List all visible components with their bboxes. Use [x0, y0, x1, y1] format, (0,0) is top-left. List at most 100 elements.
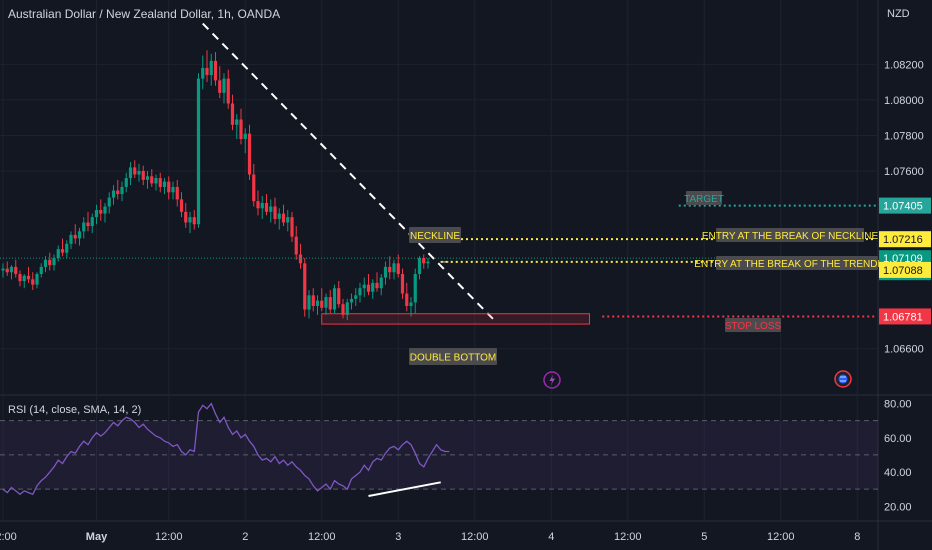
candle: [116, 179, 120, 200]
candle-body: [77, 231, 82, 239]
economic-event-icon[interactable]: [834, 370, 852, 388]
candle: [175, 179, 179, 207]
candle-body: [422, 258, 426, 264]
candle: [39, 263, 43, 278]
candle-body: [290, 217, 294, 237]
candle: [354, 288, 358, 306]
candle-body: [18, 273, 22, 282]
candle: [426, 258, 430, 269]
candle: [315, 295, 320, 315]
neckline-label: NECKLINE: [409, 227, 461, 243]
time-tick-label: 12:00: [155, 531, 183, 543]
candle-body: [116, 190, 120, 195]
candlestick-series: [1, 50, 430, 321]
candle-body: [150, 176, 154, 184]
entry-trendline-price-tag-bg: [879, 261, 931, 278]
candle-body: [213, 60, 218, 81]
candle: [43, 256, 48, 273]
candle-body: [222, 78, 226, 93]
candle: [150, 169, 154, 187]
candle-body: [328, 297, 332, 310]
candle: [320, 288, 324, 312]
time-tick-label: 8: [854, 531, 860, 543]
candle: [184, 202, 188, 228]
candle: [52, 254, 56, 271]
candle-body: [226, 78, 230, 104]
economic-event-lines: [840, 376, 846, 382]
price-axis[interactable]: 1.08200 1.08000 1.07800 1.07600 1.06600 80.00…: [884, 59, 924, 513]
candle-body: [162, 181, 167, 187]
entry-neckline-label-text: ENTRY AT THE BREAK OF NECKLINE: [702, 231, 879, 242]
candle-body: [400, 273, 405, 294]
candle: [145, 170, 150, 189]
candle: [5, 261, 9, 276]
candle-body: [111, 190, 116, 198]
entry-trendline-label: ENTRY AT THE BREAK OF THE TRENDLINE: [694, 256, 900, 270]
candle-body: [341, 304, 345, 315]
candle-body: [383, 266, 388, 278]
candle-body: [264, 202, 269, 212]
price-tick-label: 1.07600: [884, 166, 924, 178]
candle-body: [332, 288, 337, 310]
candle: [230, 94, 235, 131]
candle: [264, 194, 269, 216]
candle: [154, 174, 158, 191]
candle: [371, 279, 375, 299]
candle: [388, 256, 392, 280]
candle: [281, 204, 286, 227]
candle-body: [103, 206, 107, 214]
double-bottom-label: DOUBLE BOTTOM: [409, 348, 497, 365]
candle: [188, 211, 192, 234]
candle-body: [171, 186, 175, 193]
candle-body: [1, 268, 5, 271]
stop-price-tag-text: 1.06781: [883, 311, 923, 323]
candle-body: [73, 234, 77, 239]
target-label: TARGET: [684, 191, 724, 205]
candle: [22, 273, 26, 289]
candle: [103, 202, 107, 223]
candle: [158, 172, 162, 193]
candle-body: [417, 258, 422, 274]
candle-body: [303, 263, 307, 310]
candle-body: [94, 210, 99, 218]
chart-icons[interactable]: [543, 370, 852, 389]
lightning-bolt-icon[interactable]: [543, 371, 561, 389]
candle-body: [358, 288, 362, 296]
candle: [209, 53, 213, 86]
candle: [48, 252, 52, 271]
candle: [290, 211, 294, 243]
price-tick-label: 1.06600: [884, 344, 924, 356]
candle-body: [320, 300, 324, 308]
candle: [298, 243, 303, 269]
currency-label[interactable]: NZD: [887, 8, 910, 20]
time-axis[interactable]: 12:00 May 12:00 2 12:00 3 12:00 4 12:00 5 12:00 8: [0, 531, 860, 543]
candle-body: [218, 80, 222, 93]
rsi-tick-label: 40.00: [884, 467, 912, 479]
candle: [82, 217, 86, 239]
candle-body: [133, 167, 137, 175]
candle: [162, 178, 167, 195]
candle-body: [56, 249, 60, 259]
stop-loss-label-text: STOP LOSS: [725, 321, 782, 332]
candle: [218, 66, 222, 99]
candle-body: [230, 103, 235, 125]
rsi-trendline: [368, 481, 441, 498]
candle: [69, 231, 73, 250]
candle: [86, 211, 90, 232]
candle: [179, 192, 184, 218]
rsi-line: [2, 402, 450, 496]
rsi-title[interactable]: RSI (14, close, SMA, 14, 2): [8, 404, 142, 416]
entry-neckline-label: ENTRY AT THE BREAK OF NECKLINE: [702, 228, 879, 242]
candle: [358, 282, 362, 303]
stop-loss-label-bg: [725, 318, 781, 332]
candle: [111, 185, 116, 205]
candle-body: [154, 178, 158, 184]
candle-body: [392, 263, 396, 273]
candle: [341, 298, 345, 319]
candle: [222, 73, 226, 104]
candle: [273, 197, 277, 225]
rsi-series: [2, 402, 450, 498]
candle-body: [167, 181, 171, 193]
candle: [375, 272, 379, 292]
